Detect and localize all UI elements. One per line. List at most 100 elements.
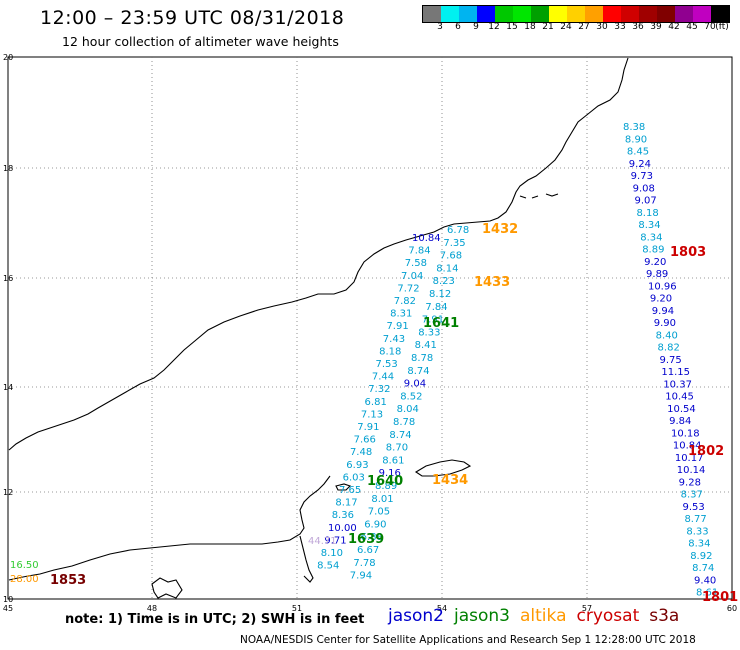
wave-height-value: 6.93 <box>346 460 368 471</box>
pass-time-label: 1434 <box>432 473 468 488</box>
colorbar-swatch <box>549 6 567 22</box>
wave-height-value: 9.84 <box>669 416 691 427</box>
wave-height-value: 8.78 <box>393 417 415 428</box>
wave-height-value: 8.18 <box>379 346 401 357</box>
wave-height-value: 28.00 <box>10 574 39 585</box>
map-frame <box>7 56 733 600</box>
wave-height-value: 7.91 <box>357 422 379 433</box>
wave-height-value: 6.88 <box>361 532 383 543</box>
pass-time-label: 1853 <box>50 573 86 588</box>
legend-entry-cryosat: cryosat <box>576 606 640 626</box>
colorbar-label: 36 <box>632 22 644 32</box>
wave-height-value: 9.53 <box>683 502 705 513</box>
wave-height-value: 8.89 <box>375 481 397 492</box>
wave-height-value: 6.67 <box>357 545 379 556</box>
colorbar-swatch <box>531 6 549 22</box>
wave-height-value: 7.94 <box>350 571 372 582</box>
wave-height-value: 9.20 <box>650 294 672 305</box>
wave-height-value: 10.37 <box>663 379 692 390</box>
colorbar-label: 45 <box>686 22 698 32</box>
wave-height-value: 8.74 <box>407 366 429 377</box>
wave-height-value: 8.70 <box>386 443 408 454</box>
credit-line: NOAA/NESDIS Center for Satellite Applica… <box>240 634 696 646</box>
wave-height-value: 7.04 <box>401 271 423 282</box>
colorbar-swatch <box>423 6 441 22</box>
wave-height-value: 16.50 <box>10 560 39 571</box>
colorbar-label: 12 <box>488 22 500 32</box>
wave-height-value: 10.18 <box>671 428 700 439</box>
wave-height-value: 7.82 <box>394 296 416 307</box>
y-tick-label: 18 <box>3 164 13 173</box>
wave-height-value: 7.84 <box>408 246 430 257</box>
wave-height-value: 8.34 <box>688 539 710 550</box>
wave-height-value: 8.34 <box>640 232 662 243</box>
wave-height-value: 9.75 <box>659 355 681 366</box>
wave-height-value: 8.12 <box>429 289 451 300</box>
colorbar <box>422 5 730 23</box>
wave-height-value: 7.13 <box>361 409 383 420</box>
colorbar-label: 6 <box>455 22 461 32</box>
colorbar-label: 70 <box>704 22 716 32</box>
wave-height-value: 6.03 <box>343 472 365 483</box>
wave-height-value: 8.37 <box>681 490 703 501</box>
wave-height-value: 7.35 <box>443 238 465 249</box>
wave-height-value: 8.04 <box>397 404 419 415</box>
wave-height-value: 9.89 <box>646 269 668 280</box>
wave-height-value: 9.73 <box>631 171 653 182</box>
pass-time-label: 1803 <box>670 245 706 260</box>
colorbar-label: 3 <box>437 22 443 32</box>
wave-height-value: 10.54 <box>667 404 696 415</box>
satellite-legend: jason2 jason3 altika cryosat s3a <box>388 606 689 626</box>
wave-height-value: 9.16 <box>379 468 401 479</box>
colorbar-swatch <box>621 6 639 22</box>
wave-height-value: 7.78 <box>353 558 375 569</box>
colorbar-label: 18 <box>524 22 536 32</box>
y-tick-label: 10 <box>3 595 13 604</box>
colorbar-swatch <box>675 6 693 22</box>
wave-height-value: 8.23 <box>433 276 455 287</box>
colorbar-swatch <box>495 6 513 22</box>
colorbar-label: 9 <box>473 22 479 32</box>
wave-height-value: 9.08 <box>633 183 655 194</box>
wave-height-value: 8.41 <box>415 340 437 351</box>
wave-height-value: 10.17 <box>675 453 704 464</box>
x-tick-label: 45 <box>3 604 13 613</box>
wave-height-value: 7.48 <box>350 447 372 458</box>
wave-height-value: 10.84 <box>412 233 441 244</box>
x-tick-label: 60 <box>727 604 737 613</box>
legend-entry-jason2: jason2 <box>388 606 444 626</box>
pass-time-label: 1432 <box>482 222 518 237</box>
wave-height-value: 7.66 <box>354 435 376 446</box>
colorbar-swatch <box>567 6 585 22</box>
colorbar-swatch <box>441 6 459 22</box>
wave-height-value: 8.92 <box>690 551 712 562</box>
wave-height-value: 8.61 <box>382 455 404 466</box>
wave-height-value: 7.44 <box>372 372 394 383</box>
map-grid <box>8 57 732 599</box>
wave-height-value: 8.74 <box>692 563 714 574</box>
wave-height-value: 8.77 <box>684 514 706 525</box>
wave-height-value: 9.07 <box>635 196 657 207</box>
pass-time-label: 1640 <box>367 474 403 489</box>
wave-height-value: 9.24 <box>629 159 651 170</box>
wave-height-value: 9.28 <box>679 477 701 488</box>
x-tick-label: 48 <box>147 604 157 613</box>
wave-height-value: 7.68 <box>440 251 462 262</box>
colorbar-label: 15 <box>506 22 518 32</box>
wave-height-value: 7.05 <box>368 507 390 518</box>
wave-height-value: 9.04 <box>404 379 426 390</box>
wave-height-value: 44.71 <box>308 536 337 547</box>
footer-note: note: 1) Time is in UTC; 2) SWH is in fe… <box>65 612 365 627</box>
wave-height-value: 8.74 <box>389 430 411 441</box>
wave-height-value: 8.52 <box>400 391 422 402</box>
wave-height-value: 7.91 <box>422 315 444 326</box>
wave-height-value: 6.78 <box>447 225 469 236</box>
map-subtitle: 12 hour collection of altimeter wave hei… <box>62 34 339 49</box>
legend-entry-altika: altika <box>520 606 567 626</box>
wave-height-value: 7.58 <box>405 258 427 269</box>
y-tick-label: 16 <box>3 274 13 283</box>
wave-height-value: 8.10 <box>321 548 343 559</box>
colorbar-swatch <box>477 6 495 22</box>
colorbar-label: 42 <box>668 22 680 32</box>
